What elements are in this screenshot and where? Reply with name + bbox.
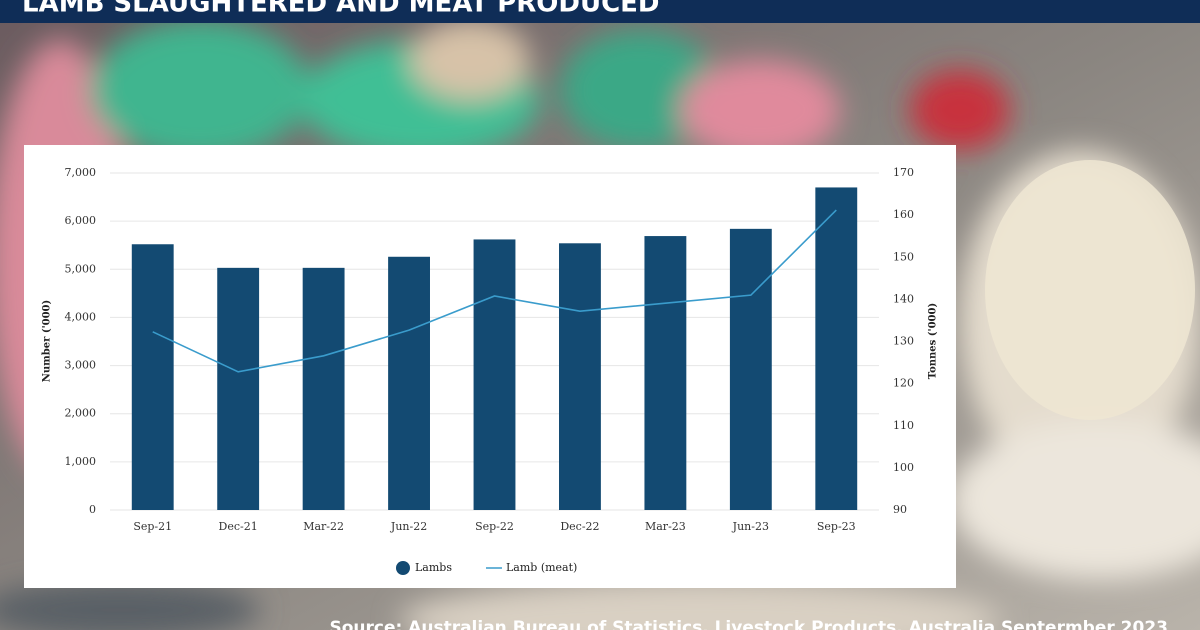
x-tick-label: Jun-22 <box>390 520 427 533</box>
y2-axis-title: Tonnes ('000) <box>928 303 939 379</box>
x-tick-label: Mar-22 <box>303 520 344 533</box>
bar <box>302 267 345 510</box>
y2-tick-label: 100 <box>893 461 914 474</box>
y2-tick-label: 130 <box>893 335 914 348</box>
bar <box>559 243 601 510</box>
y2-tick-label: 120 <box>893 377 914 390</box>
y-tick-label: 3,000 <box>65 359 97 372</box>
x-tick-label: Dec-21 <box>219 520 258 533</box>
x-tick-label: Sep-22 <box>475 520 514 533</box>
y-tick-label: 1,000 <box>65 455 97 468</box>
bar <box>473 239 516 511</box>
bar <box>644 236 687 510</box>
y2-tick-label: 170 <box>893 166 914 179</box>
legend-label: Lambs <box>415 561 452 574</box>
x-tick-label: Dec-22 <box>560 520 599 533</box>
y-tick-label: 0 <box>89 503 96 516</box>
y-tick-label: 6,000 <box>65 214 97 227</box>
y2-tick-label: 90 <box>893 503 907 516</box>
x-tick-label: Jun-23 <box>732 520 769 533</box>
title-bar <box>0 0 1200 23</box>
x-tick-label: Mar-23 <box>645 520 686 533</box>
legend-label: Lamb (meat) <box>506 561 577 574</box>
y2-tick-label: 140 <box>893 292 914 305</box>
y-axis-title: Number ('000) <box>42 300 53 383</box>
y-tick-label: 7,000 <box>65 166 97 179</box>
bar <box>217 267 260 510</box>
y-tick-label: 4,000 <box>65 310 97 323</box>
y2-tick-label: 160 <box>893 208 914 221</box>
source: Source: Australian Bureau of Statistics,… <box>329 618 1168 630</box>
legend-marker <box>396 561 410 575</box>
bar <box>388 256 430 510</box>
bar <box>815 187 858 510</box>
line <box>152 209 837 373</box>
y-tick-label: 5,000 <box>65 262 97 275</box>
x-tick-label: Sep-23 <box>817 520 856 533</box>
bar <box>729 228 772 511</box>
bar <box>131 244 174 510</box>
x-tick-label: Sep-21 <box>133 520 172 533</box>
y2-tick-label: 110 <box>893 419 914 432</box>
y2-tick-label: 150 <box>893 250 914 263</box>
y-tick-label: 2,000 <box>65 407 97 420</box>
title: LAMB SLAUGHTERED AND MEAT PRODUCED <box>22 0 660 19</box>
